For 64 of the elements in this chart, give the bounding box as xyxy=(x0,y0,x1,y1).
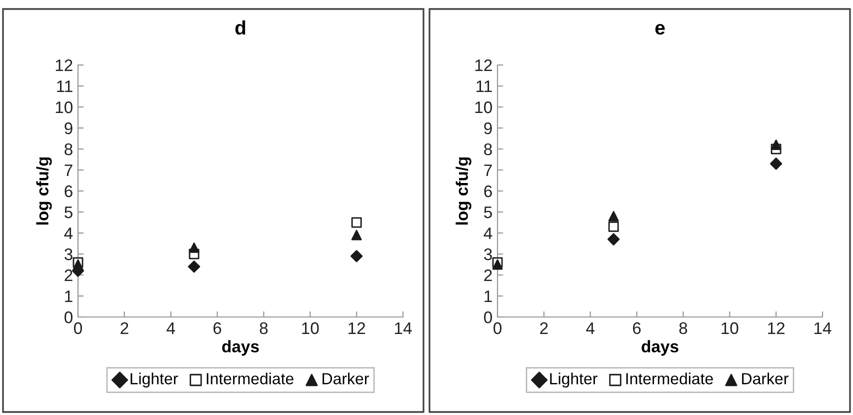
x-tick-label: 4 xyxy=(166,322,176,334)
y-tick-label: 0 xyxy=(484,311,492,324)
y-tick-label: 7 xyxy=(484,164,492,176)
x-tick-label: 14 xyxy=(395,322,412,334)
x-tick-label: 12 xyxy=(768,322,785,334)
y-tick-label: 3 xyxy=(484,248,492,260)
legend-label: Darker xyxy=(322,372,369,384)
y-tick-label: 3 xyxy=(64,248,72,260)
point xyxy=(770,158,782,170)
legend-label: Intermediate xyxy=(206,372,294,384)
x-tick-label: 10 xyxy=(302,322,319,334)
point xyxy=(608,210,619,222)
y-tick-label: 11 xyxy=(476,80,492,92)
point xyxy=(351,230,362,240)
point xyxy=(188,242,200,253)
y-tick-label: 1 xyxy=(484,290,492,302)
legend-label: Darker xyxy=(742,372,788,384)
y-axis-title: log cfu/g xyxy=(456,157,472,225)
x-tick-label: 6 xyxy=(633,322,641,334)
x-tick-label: 2 xyxy=(540,322,548,334)
x-tick-label: 0 xyxy=(494,322,502,334)
x-tick-label: 8 xyxy=(260,322,268,334)
x-tick-label: 10 xyxy=(722,322,738,334)
y-tick-label: 11 xyxy=(57,80,72,92)
y-tick-label: 10 xyxy=(56,101,72,114)
point xyxy=(350,250,363,262)
y-tick-label: 6 xyxy=(64,185,72,198)
y-tick-label: 8 xyxy=(64,143,72,156)
x-tick-label: 12 xyxy=(348,322,366,334)
y-tick-label: 9 xyxy=(484,122,492,134)
x-tick-label: 0 xyxy=(74,322,82,334)
y-tick-label: 12 xyxy=(56,59,72,72)
legend-label: Lighter xyxy=(130,372,178,388)
y-tick-label: 4 xyxy=(64,228,73,240)
x-tick-label: 14 xyxy=(814,322,832,334)
y-tick-label: 5 xyxy=(484,206,492,218)
x-axis-title: days xyxy=(222,340,259,356)
x-axis-title: days xyxy=(642,340,678,356)
x-tick-label: 2 xyxy=(120,322,128,334)
y-axis-title: log cfu/g xyxy=(36,157,52,225)
chart-title: d xyxy=(235,20,246,35)
point xyxy=(607,233,620,246)
point xyxy=(770,140,782,150)
legend-label: Lighter xyxy=(550,372,598,388)
point xyxy=(188,260,200,273)
x-tick-label: 6 xyxy=(214,322,222,334)
x-tick-label: 8 xyxy=(679,322,688,334)
y-tick-label: 10 xyxy=(475,101,492,114)
y-tick-label: 12 xyxy=(475,59,492,72)
y-tick-label: 9 xyxy=(64,122,72,134)
y-tick-label: 6 xyxy=(484,185,492,198)
y-tick-label: 2 xyxy=(64,269,72,282)
y-tick-label: 1 xyxy=(65,290,72,302)
point xyxy=(608,221,619,232)
y-tick-label: 5 xyxy=(64,206,72,218)
legend-label: Intermediate xyxy=(626,372,713,384)
y-tick-label: 0 xyxy=(64,311,72,324)
y-tick-label: 7 xyxy=(64,164,72,176)
y-tick-label: 8 xyxy=(484,143,492,156)
point xyxy=(351,217,362,228)
chart-title: e xyxy=(655,24,665,35)
x-tick-label: 4 xyxy=(586,322,595,334)
y-tick-label: 2 xyxy=(484,269,492,282)
y-tick-label: 4 xyxy=(484,228,492,240)
